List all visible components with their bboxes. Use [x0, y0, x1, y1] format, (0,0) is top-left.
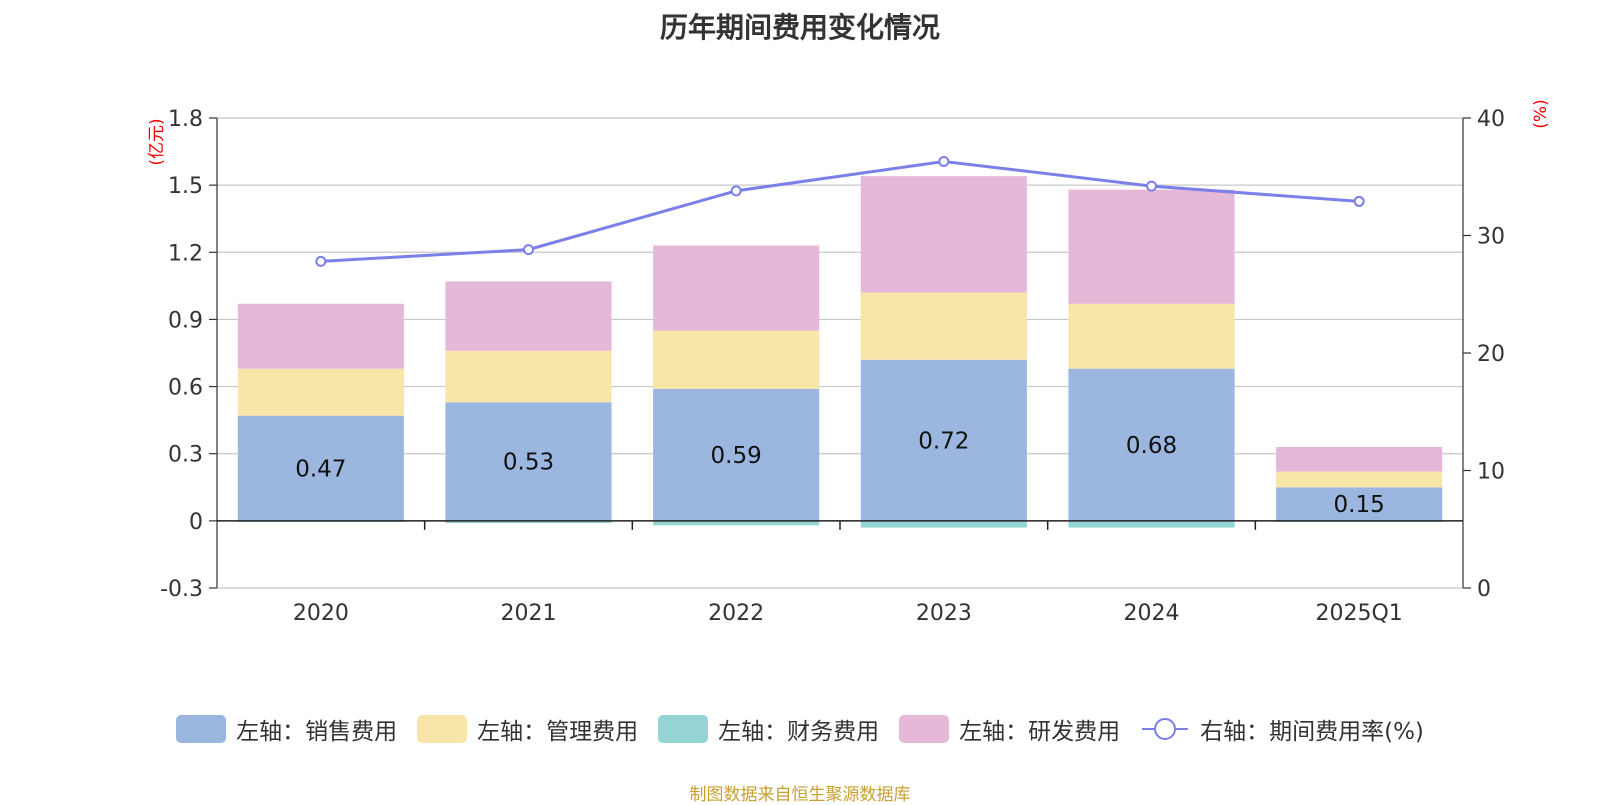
bar-value-label: 0.47	[295, 456, 346, 482]
legend-item-admin[interactable]: 左轴：管理费用	[417, 712, 638, 746]
legend-item-rate[interactable]: 右轴：期间费用率(%)	[1140, 712, 1424, 746]
legend-swatch-finance	[658, 715, 709, 743]
legend-label-finance: 左轴：财务费用	[718, 719, 880, 745]
right-tick-label: 0	[1477, 577, 1491, 602]
rate-point	[315, 255, 327, 267]
bar-value-label: 0.72	[918, 428, 969, 454]
rate-point	[1353, 195, 1365, 207]
x-tick-label: 2022	[708, 601, 764, 626]
x-tick-label: 2025Q1	[1316, 601, 1403, 626]
bar-segment	[653, 520, 820, 526]
legend-swatch-rnd	[899, 715, 950, 743]
rate-line	[320, 159, 1360, 263]
legend-label-rnd: 左轴：研发费用	[959, 719, 1121, 745]
legend-label-admin: 左轴：管理费用	[477, 719, 639, 745]
bar-segment	[653, 330, 820, 389]
bar-segment	[237, 368, 404, 416]
legend-line-marker-icon	[1142, 718, 1189, 740]
rate-point	[1146, 180, 1157, 192]
bar-segment	[1276, 487, 1443, 521]
legend-label-rate: 右轴：期间费用率(%)	[1200, 719, 1424, 745]
left-tick-label: 1.8	[168, 107, 203, 132]
bar-segment	[860, 292, 1027, 360]
source-note: 制图数据来自恒生聚源数据库	[689, 785, 911, 805]
x-tick-label: 2023	[916, 601, 972, 626]
rate-point	[523, 244, 534, 256]
bar-segment	[653, 245, 820, 331]
bar-segment	[445, 520, 612, 524]
legend-swatch-sales	[176, 715, 227, 743]
legend-item-rnd[interactable]: 左轴：研发费用	[899, 712, 1120, 746]
bar-value-label: 0.68	[1126, 433, 1177, 459]
bar-value-label: 0.15	[1334, 492, 1385, 518]
bar-segment	[237, 303, 404, 369]
legend: 左轴：销售费用 左轴：管理费用 左轴：财务费用 左轴：研发费用 右轴：期间费用率…	[0, 712, 1600, 746]
chart-area: -0.3 0 0.3 0.6 0.9 1.2 1.5 1.8 0 10 20 30 40 (亿元) (%) 0…	[147, 99, 1551, 626]
bar-segment	[445, 350, 612, 403]
right-tick-label: 30	[1477, 225, 1505, 250]
bar-value-label: 0.53	[503, 450, 554, 476]
legend-item-finance[interactable]: 左轴：财务费用	[658, 712, 879, 746]
bar-segment	[445, 402, 612, 521]
rate-point	[938, 155, 950, 167]
right-tick-label: 10	[1477, 460, 1505, 485]
legend-swatch-admin	[417, 715, 468, 743]
bar-segment	[653, 388, 820, 521]
left-tick-label: 1.2	[168, 241, 203, 266]
bar-segment	[1068, 189, 1235, 304]
x-tick-label: 2021	[501, 601, 557, 626]
left-tick-label: 0.3	[168, 443, 203, 468]
bar-segment	[860, 176, 1027, 293]
bar-segment	[860, 520, 1027, 528]
right-tick-label: 40	[1477, 107, 1505, 132]
bar-segment	[1068, 520, 1235, 528]
bar-segment	[1276, 471, 1443, 488]
left-axis-unit: (亿元)	[147, 118, 167, 165]
legend-item-sales[interactable]: 左轴：销售费用	[176, 712, 397, 746]
left-tick-label: 0.9	[168, 308, 203, 333]
bar-value-label: 0.59	[711, 443, 762, 469]
x-tick-label: 2024	[1124, 601, 1180, 626]
chart-title: 历年期间费用变化情况	[659, 11, 940, 44]
left-tick-label: -0.3	[160, 577, 203, 602]
rate-point	[730, 185, 742, 197]
bar-segment	[1276, 447, 1443, 472]
legend-label-sales: 左轴：销售费用	[236, 719, 398, 745]
left-tick-label: 0	[189, 510, 203, 535]
bar-segment	[1068, 368, 1235, 521]
right-axis-unit: (%)	[1531, 99, 1551, 128]
left-tick-label: 1.5	[168, 174, 203, 199]
right-tick-label: 20	[1477, 342, 1505, 367]
bar-segment	[1068, 303, 1235, 369]
bar-segment	[445, 281, 612, 351]
bar-segment	[237, 415, 404, 521]
left-tick-label: 0.6	[168, 376, 203, 401]
x-tick-label: 2020	[293, 601, 349, 626]
bar-segment	[860, 359, 1027, 521]
